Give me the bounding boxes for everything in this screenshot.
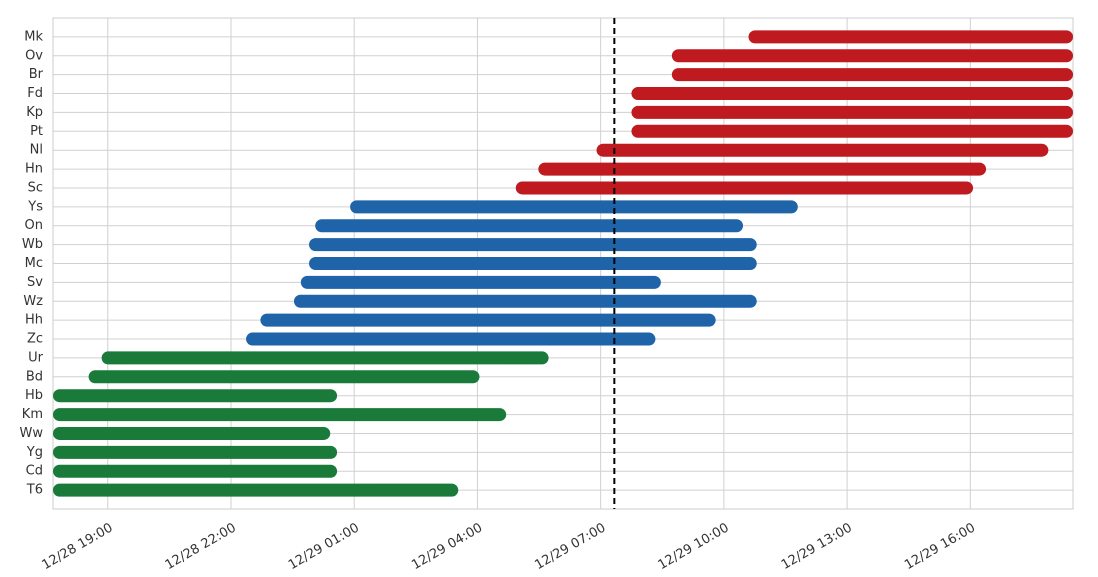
- bar: [53, 408, 507, 422]
- x-tick-label: 12/28 19:00: [40, 521, 116, 574]
- y-tick-label: Mc: [25, 256, 43, 271]
- y-tick-label: Ys: [27, 199, 43, 214]
- x-tick-label: 12/29 01:00: [286, 521, 362, 574]
- y-tick-label: Wz: [23, 294, 43, 309]
- bar: [748, 30, 1073, 44]
- y-tick-label: Zc: [27, 332, 43, 347]
- x-tick-label: 12/29 10:00: [656, 521, 732, 574]
- y-tick-label: Nl: [30, 143, 43, 158]
- bar: [671, 49, 1073, 63]
- x-tick-label: 12/29 07:00: [532, 521, 608, 574]
- x-tick-label: 12/28 22:00: [163, 521, 239, 574]
- y-tick-label: Wb: [22, 237, 43, 252]
- bar: [101, 351, 549, 365]
- y-tick-label: T6: [26, 483, 43, 498]
- bar: [88, 370, 480, 384]
- bar: [53, 389, 338, 403]
- bar: [246, 332, 656, 346]
- y-tick-label: Kp: [26, 105, 43, 120]
- y-tick-label: Sv: [27, 275, 43, 290]
- bars: [53, 30, 1073, 497]
- bar: [631, 105, 1073, 119]
- y-tick-label: Km: [22, 407, 43, 422]
- bar: [293, 294, 757, 308]
- bar: [538, 162, 987, 176]
- y-tick-label: Hb: [25, 388, 43, 403]
- bar: [309, 257, 757, 270]
- bar: [260, 313, 716, 327]
- bar: [631, 124, 1073, 138]
- y-tick-label: Ov: [25, 48, 43, 63]
- bar: [350, 200, 798, 214]
- bar: [631, 87, 1073, 101]
- x-tick-label: 12/29 04:00: [409, 521, 485, 574]
- bar: [53, 426, 331, 440]
- y-tick-label: Ur: [28, 350, 44, 365]
- y-tick-label: Br: [29, 67, 44, 82]
- bar: [300, 275, 661, 289]
- y-tick-label: Sc: [28, 180, 43, 195]
- bar: [671, 68, 1073, 82]
- x-tick-label: 12/29 16:00: [902, 521, 978, 574]
- y-tick-label: Fd: [27, 86, 43, 101]
- bar: [309, 238, 757, 252]
- y-tick-label: Ww: [20, 426, 44, 441]
- bar: [53, 445, 338, 459]
- y-tick-label: On: [25, 218, 43, 233]
- bar: [596, 143, 1049, 157]
- bar: [315, 219, 744, 233]
- y-tick-label: Hn: [25, 162, 43, 177]
- y-tick-label: Bd: [26, 369, 43, 384]
- bar: [515, 181, 974, 195]
- bar: [53, 464, 338, 478]
- y-tick-label: Cd: [26, 464, 43, 479]
- y-tick-label: Hh: [25, 313, 43, 328]
- y-tick-label: Mk: [24, 29, 43, 44]
- bar: [53, 483, 459, 497]
- x-tick-label: 12/29 13:00: [779, 521, 855, 574]
- y-tick-label: Pt: [30, 124, 43, 139]
- y-tick-label: Yg: [26, 445, 43, 460]
